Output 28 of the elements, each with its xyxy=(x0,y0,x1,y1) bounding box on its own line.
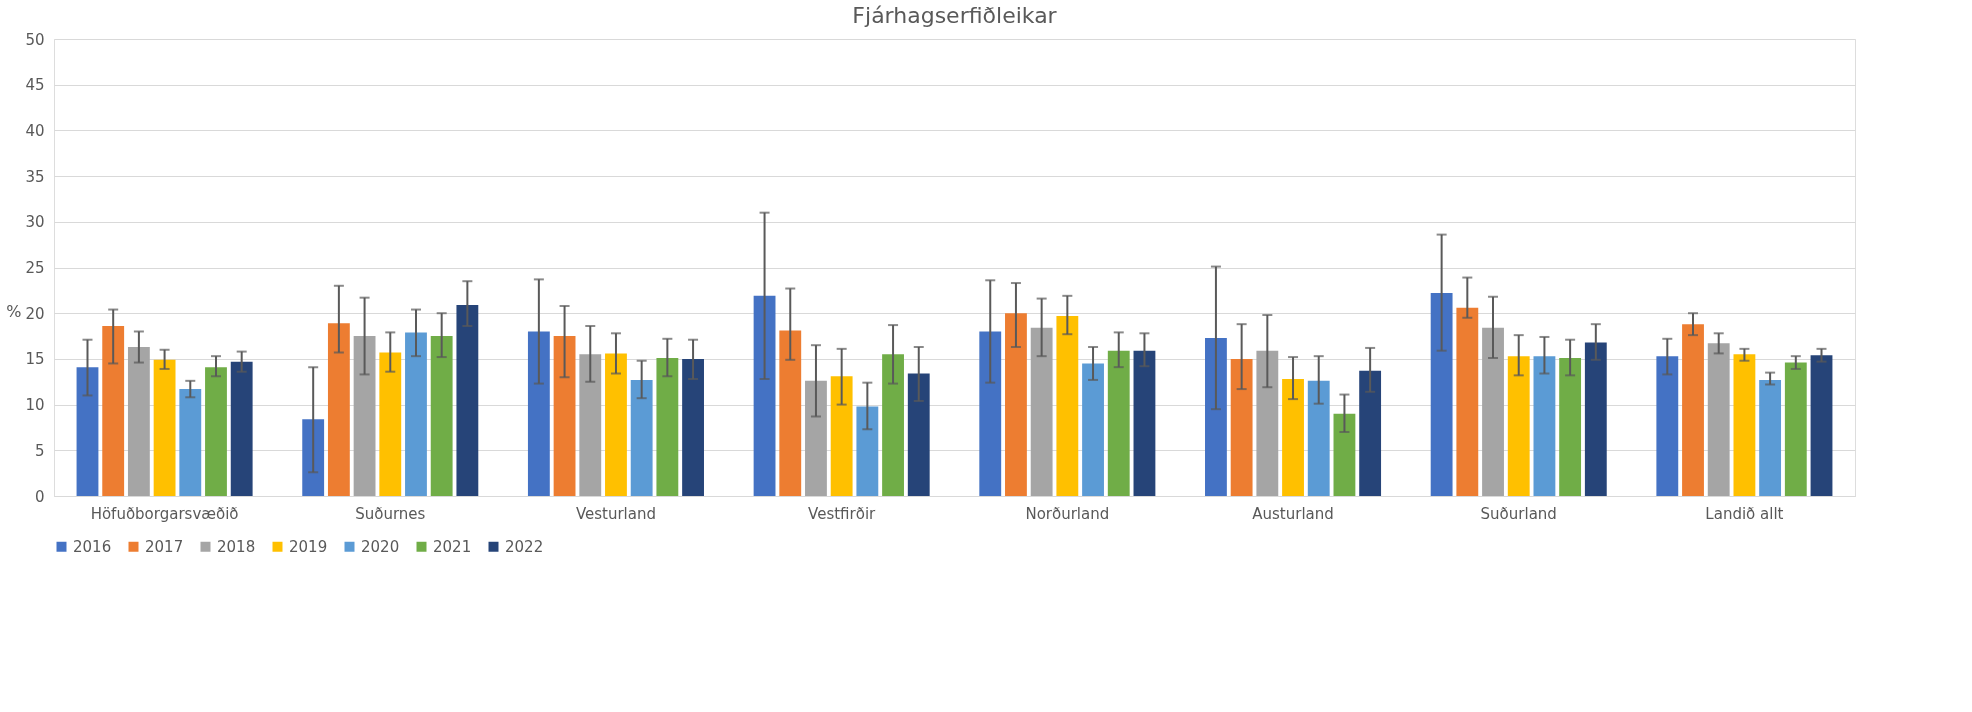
y-tick-label: 10 xyxy=(25,396,45,415)
x-tick-label: Vesturland xyxy=(575,504,657,523)
y-tick-label: 5 xyxy=(34,441,45,460)
x-tick-label: Suðurland xyxy=(1480,504,1557,523)
x-tick-label: Austurland xyxy=(1252,504,1334,523)
y-tick-label: 25 xyxy=(25,259,45,277)
legend-label: 2019 xyxy=(289,537,328,556)
y-axis-title: % xyxy=(6,301,22,321)
x-tick-label: Höfuðborgarsvæðið xyxy=(90,504,239,523)
y-tick-label: 45 xyxy=(25,76,45,95)
legend-label: 2018 xyxy=(217,537,256,556)
chart-title: Fjárhagserfiðleikar xyxy=(852,3,1058,28)
y-tick-label: 50 xyxy=(25,30,45,49)
y-tick-label: 0 xyxy=(34,487,45,506)
x-tick-label: Vestfirðir xyxy=(808,504,877,523)
legend-label: 2020 xyxy=(361,537,400,556)
y-tick-label: 35 xyxy=(25,167,45,186)
x-tick-label: Norðurland xyxy=(1025,504,1110,523)
y-tick-label: 20 xyxy=(25,304,45,323)
y-tick-label: 30 xyxy=(25,213,45,232)
legend-label: 2022 xyxy=(505,537,544,556)
y-tick-label: 40 xyxy=(25,121,45,140)
y-tick-label: 15 xyxy=(25,350,45,369)
x-tick-label: Suðurnes xyxy=(355,504,426,523)
x-tick-label: Landið allt xyxy=(1705,504,1784,523)
legend-label: 2016 xyxy=(73,537,112,556)
legend-label: 2021 xyxy=(433,537,472,556)
legend-label: 2017 xyxy=(145,537,184,556)
